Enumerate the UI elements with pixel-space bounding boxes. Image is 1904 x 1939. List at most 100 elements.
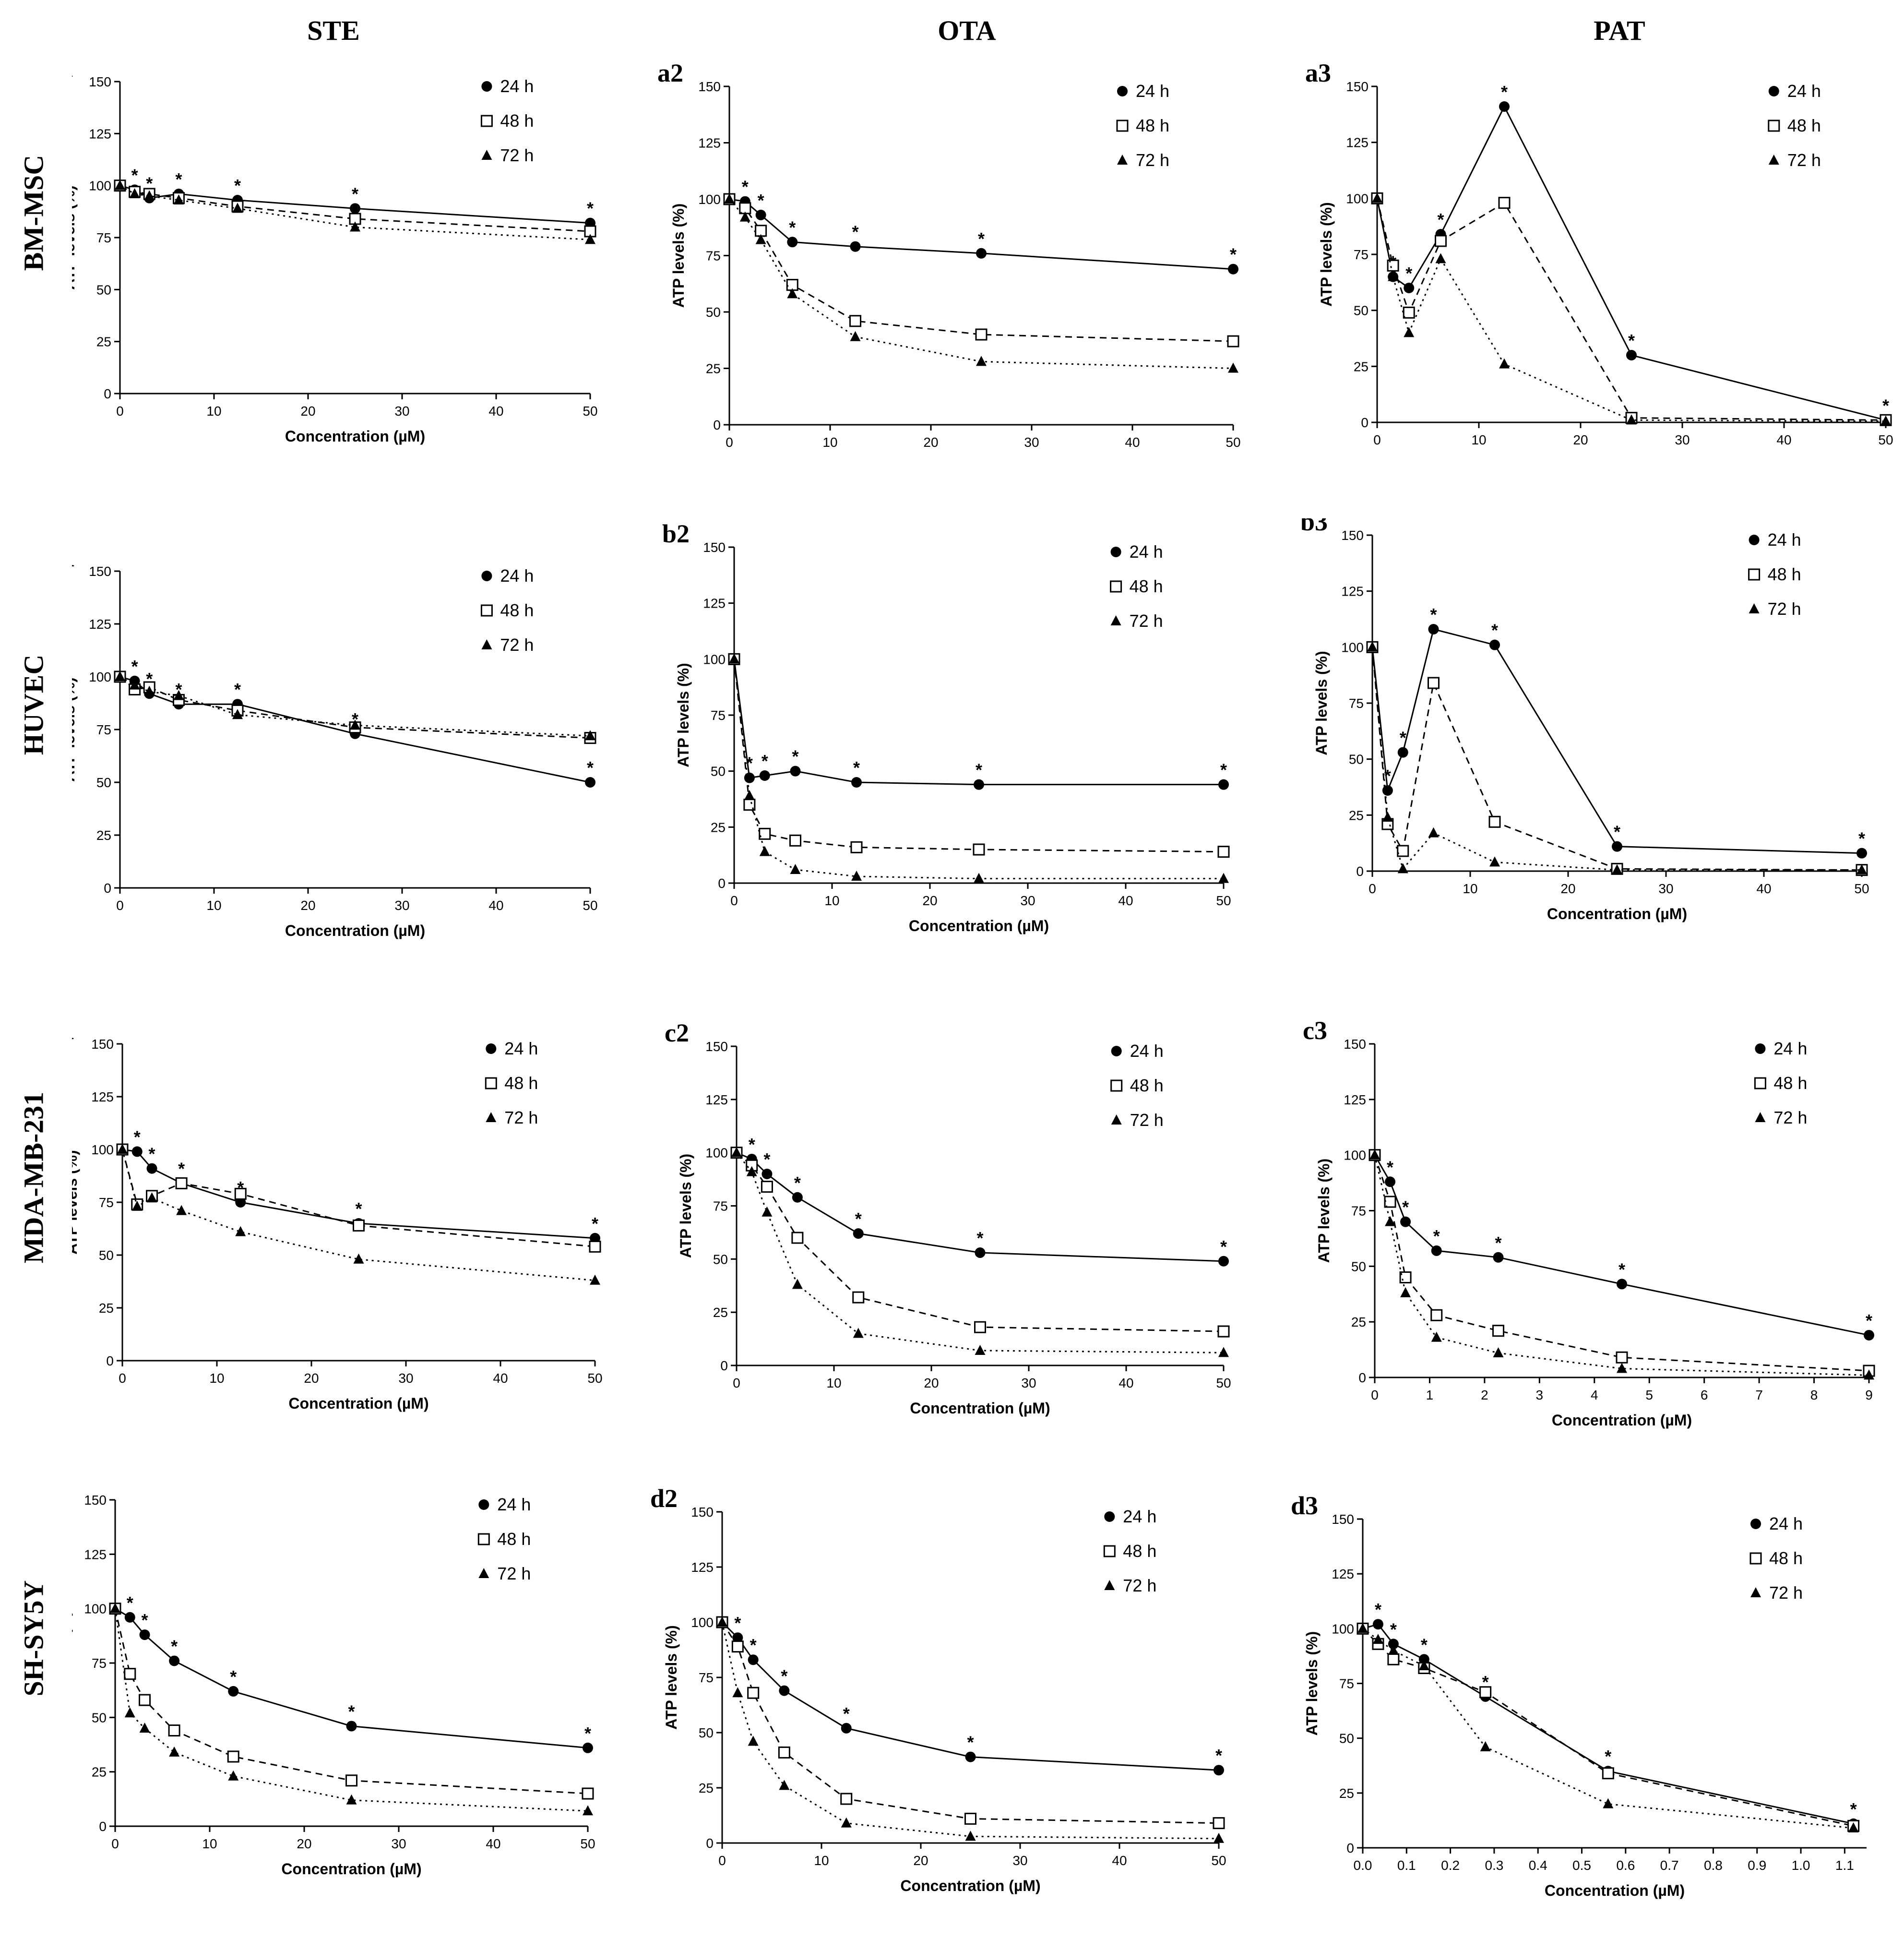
data-point <box>139 1723 150 1733</box>
x-tick-label: 30 <box>394 404 409 419</box>
y-tick-label: 100 <box>1341 640 1364 655</box>
data-point <box>1435 253 1446 263</box>
data-point <box>779 1685 790 1696</box>
legend-label: 24 h <box>1130 1041 1164 1061</box>
y-tick-label: 25 <box>92 1765 107 1780</box>
y-tick-label: 75 <box>711 708 726 723</box>
data-point <box>744 790 755 800</box>
chart-a2: a2 0 25 50 75 100 125 150 0 10 20 30 40 50 ATP levels … <box>657 59 1241 450</box>
series-line-72h <box>1376 198 1886 422</box>
data-point <box>1388 1645 1399 1655</box>
legend-marker <box>1103 1545 1116 1557</box>
data-point <box>974 1321 986 1333</box>
data-point <box>1213 1817 1225 1830</box>
series-line-72h <box>721 1622 1219 1840</box>
x-tick-label: 20 <box>913 1853 928 1868</box>
data-point <box>173 194 184 204</box>
data-point <box>1430 1309 1443 1321</box>
chart-c1: c1 0 25 50 75 100 125 150 0 10 20 30 40 50 Concentrati… <box>72 1016 603 1412</box>
significance-star: * <box>1618 1259 1625 1279</box>
x-tick-label: 40 <box>1119 1376 1133 1390</box>
x-tick-label: 0.1 <box>1397 1858 1416 1873</box>
significance-star: * <box>746 754 753 773</box>
significance-star: * <box>178 1159 185 1178</box>
x-tick-label: 0.4 <box>1529 1858 1547 1873</box>
legend-marker <box>486 1112 497 1122</box>
data-point <box>1616 1351 1628 1364</box>
data-point <box>1372 1619 1383 1630</box>
data-point <box>1372 1634 1383 1644</box>
legend-marker <box>477 1533 490 1545</box>
x-tick-label: 10 <box>209 1371 224 1386</box>
y-tick-label: 50 <box>1354 303 1368 318</box>
y-axis-label: ATP levels (%) <box>1315 1159 1333 1263</box>
data-point <box>146 1163 157 1174</box>
data-point <box>1626 350 1637 360</box>
panel-label: d2 <box>650 1484 678 1513</box>
y-tick-label: 125 <box>91 1089 114 1104</box>
legend-marker <box>1750 1519 1761 1529</box>
panel-c3: c3 0 25 50 75 100 125 150 0 1 2 3 4 5 6 7 8 9 Concentratio… <box>1286 998 1904 1478</box>
y-tick-label: 125 <box>84 1547 107 1562</box>
legend-label: 24 h <box>1136 81 1169 101</box>
x-tick-label: 0.3 <box>1485 1858 1503 1873</box>
data-point <box>590 1274 600 1285</box>
y-tick-label: 0 <box>1358 1370 1366 1385</box>
data-point <box>1388 271 1399 281</box>
panel-c2: c2 0 25 50 75 100 125 150 0 10 20 30 40 50 Concentrati… <box>643 998 1267 1478</box>
significance-star: * <box>749 1135 755 1154</box>
data-point <box>1387 259 1399 272</box>
y-tick-label: 50 <box>92 1710 107 1725</box>
data-point <box>345 1774 357 1787</box>
legend-marker <box>481 571 492 581</box>
x-tick-label: 10 <box>822 435 837 450</box>
data-point <box>232 709 243 719</box>
legend-label: 24 h <box>1130 542 1163 562</box>
y-tick-label: 75 <box>713 1199 728 1214</box>
data-point <box>129 188 140 198</box>
significance-star: * <box>142 1610 148 1630</box>
x-tick-label: 10 <box>814 1853 829 1868</box>
data-point <box>976 248 987 259</box>
y-tick-label: 0 <box>706 1836 714 1851</box>
legend-marker <box>1754 1077 1766 1089</box>
y-tick-label: 100 <box>698 192 721 207</box>
y-tick-label: 50 <box>1351 1259 1366 1274</box>
significance-star: * <box>750 1635 757 1655</box>
data-point <box>851 871 862 881</box>
y-tick-label: 100 <box>84 1602 107 1616</box>
data-point <box>228 1686 239 1697</box>
data-point <box>973 843 985 856</box>
data-point <box>115 180 125 190</box>
y-tick-label: 0 <box>104 881 111 896</box>
x-tick-label: 0.0 <box>1354 1858 1372 1873</box>
legend-marker <box>480 115 493 127</box>
y-tick-label: 0 <box>718 876 726 891</box>
y-tick-label: 150 <box>698 79 721 94</box>
x-tick-label: 10 <box>824 893 839 908</box>
legend-label: 48 h <box>1768 564 1801 584</box>
legend-label: 48 h <box>504 1073 538 1093</box>
x-tick-label: 10 <box>206 898 221 913</box>
legend-label: 24 h <box>1769 1514 1803 1533</box>
data-point <box>789 834 801 847</box>
legend-marker <box>1768 120 1780 132</box>
panel-label: d3 <box>1291 1491 1318 1520</box>
data-point <box>1499 101 1510 112</box>
significance-star: * <box>1882 395 1889 415</box>
data-point <box>1403 306 1415 319</box>
significance-star: * <box>1402 1197 1409 1217</box>
legend-label: 24 h <box>1768 530 1801 550</box>
data-point <box>176 1205 187 1215</box>
x-tick-label: 50 <box>1854 881 1869 896</box>
data-point <box>1218 1347 1229 1357</box>
data-point <box>1217 1325 1230 1338</box>
data-point <box>1387 1653 1400 1665</box>
y-tick-label: 150 <box>1346 79 1368 94</box>
significance-star: * <box>758 191 764 210</box>
data-point <box>841 1817 852 1828</box>
significance-star: * <box>794 1173 801 1193</box>
x-tick-label: 0 <box>111 1836 119 1851</box>
data-point <box>1880 415 1891 426</box>
legend-label: 72 h <box>1130 1110 1164 1130</box>
